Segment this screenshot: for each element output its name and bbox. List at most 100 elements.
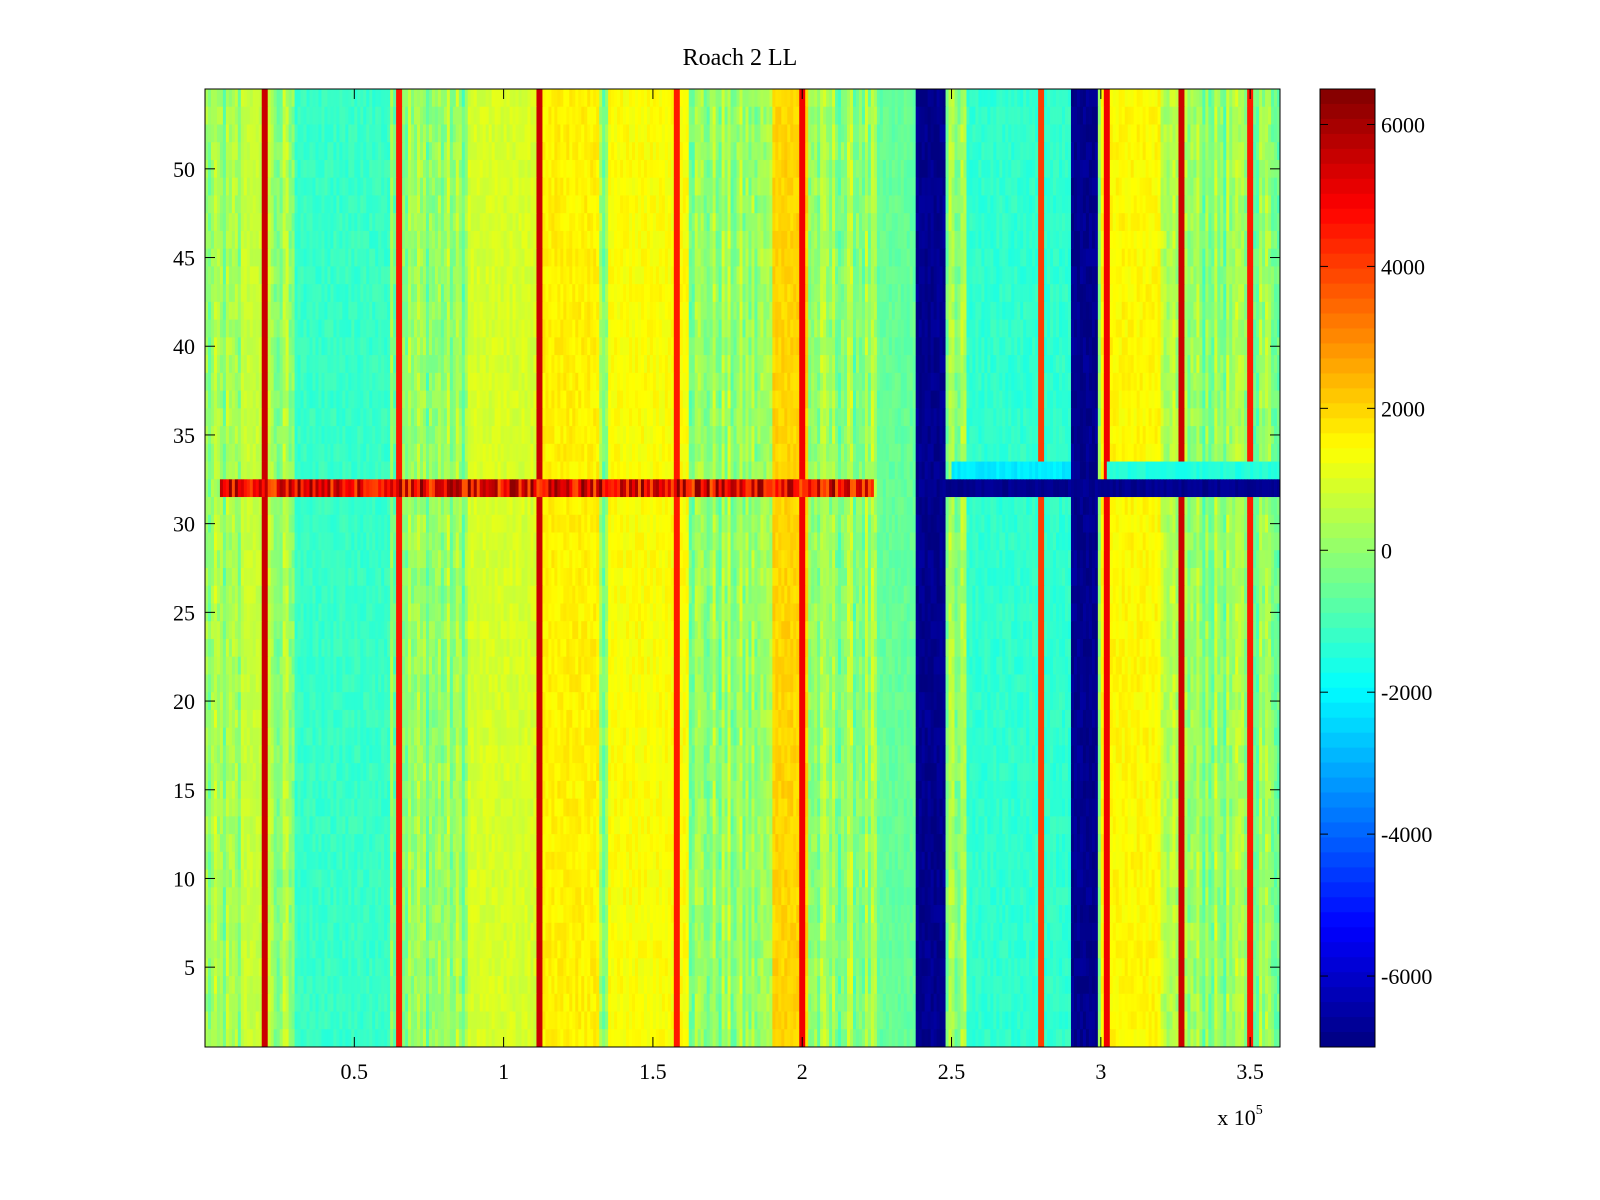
heatmap-cell — [1229, 89, 1233, 108]
heatmap-cell — [369, 159, 373, 179]
heatmap-cell — [623, 142, 627, 161]
heatmap-cell — [829, 301, 833, 321]
heatmap-cell — [288, 230, 292, 250]
heatmap-cell — [882, 159, 887, 179]
heatmap-cell — [524, 195, 528, 214]
heatmap-cell — [1091, 248, 1096, 267]
heatmap-cell — [414, 248, 418, 267]
heatmap-cell — [1229, 230, 1233, 250]
heatmap-cell — [569, 230, 573, 250]
heatmap-cell — [581, 177, 585, 196]
heatmap-cell — [243, 195, 248, 214]
heatmap-cell — [434, 89, 439, 108]
heatmap-cell — [357, 319, 361, 338]
heatmap-cell — [1157, 106, 1161, 125]
heatmap-cell — [509, 177, 513, 196]
heatmap-cell — [1154, 248, 1158, 267]
heatmap-cell — [1079, 213, 1084, 232]
heatmap-cell — [297, 124, 301, 143]
heatmap-cell — [554, 319, 558, 338]
heatmap-cell — [1062, 89, 1066, 108]
heatmap-cell — [1065, 177, 1069, 196]
heatmap-cell — [1106, 301, 1111, 321]
heatmap-cell — [461, 213, 466, 232]
heatmap-cell — [793, 89, 797, 108]
heatmap-cell — [906, 124, 911, 143]
heatmap-cell — [632, 319, 636, 338]
heatmap-cell — [796, 177, 800, 196]
heatmap-cell — [954, 213, 958, 232]
heatmap-cell — [288, 213, 292, 232]
heatmap-cell — [655, 159, 660, 179]
heatmap-row — [205, 124, 1281, 143]
heatmap-cell — [1172, 266, 1176, 285]
heatmap-cell — [590, 159, 594, 179]
heatmap-cell — [1244, 301, 1248, 321]
heatmap-cell — [879, 124, 884, 143]
heatmap-cell — [381, 195, 385, 214]
heatmap-cell — [434, 301, 439, 321]
heatmap-cell — [670, 319, 675, 338]
heatmap-cell — [617, 284, 621, 303]
heatmap-cell — [829, 213, 833, 232]
heatmap-cell — [446, 106, 451, 125]
heatmap-cell — [1094, 230, 1099, 250]
heatmap-cell — [1274, 124, 1278, 143]
heatmap-cell — [324, 124, 328, 143]
heatmap-cell — [775, 319, 779, 338]
heatmap-cell — [243, 319, 248, 338]
heatmap-cell — [243, 284, 248, 303]
heatmap-cell — [461, 195, 466, 214]
heatmap-cell — [870, 319, 875, 338]
heatmap-cell — [727, 301, 731, 321]
heatmap-cell — [1059, 142, 1063, 161]
heatmap-cell — [1008, 284, 1012, 303]
heatmap-cell — [975, 301, 979, 321]
heatmap-cell — [237, 159, 242, 179]
heatmap-cell — [285, 319, 290, 338]
heatmap-cell — [718, 89, 722, 108]
heatmap-cell — [864, 142, 869, 161]
heatmap-cell — [742, 159, 746, 179]
heatmap-cell — [405, 266, 409, 285]
heatmap-cell — [587, 159, 591, 179]
heatmap-cell — [1026, 159, 1030, 179]
heatmap-cell — [1136, 89, 1141, 108]
heatmap-cell — [676, 266, 681, 285]
heatmap-cell — [1070, 195, 1075, 214]
heatmap-cell — [500, 266, 505, 285]
heatmap-cell — [1271, 124, 1275, 143]
heatmap-cell — [742, 284, 746, 303]
heatmap-cell — [829, 195, 833, 214]
heatmap-cell — [315, 177, 319, 196]
heatmap-cell — [1163, 159, 1167, 179]
heatmap-cell — [891, 248, 896, 267]
heatmap-cell — [279, 177, 284, 196]
heatmap-cell — [288, 89, 292, 108]
heatmap-cell — [225, 301, 230, 321]
heatmap-cell — [772, 213, 776, 232]
heatmap-cell — [572, 301, 576, 321]
heatmap-cell — [873, 248, 878, 267]
heatmap-cell — [1079, 266, 1084, 285]
heatmap-cell — [682, 213, 687, 232]
heatmap-cell — [434, 230, 439, 250]
heatmap-cell — [918, 124, 923, 143]
heatmap-cell — [700, 319, 705, 338]
heatmap-cell — [915, 159, 920, 179]
heatmap-cell — [1154, 106, 1158, 125]
heatmap-cell — [276, 89, 281, 108]
heatmap-cell — [894, 89, 899, 108]
heatmap-cell — [643, 106, 648, 125]
heatmap-cell — [781, 195, 785, 214]
heatmap-cell — [237, 106, 242, 125]
heatmap-cell — [754, 177, 758, 196]
heatmap-cell — [252, 213, 257, 232]
heatmap-cell — [602, 89, 606, 108]
heatmap-cell — [381, 230, 385, 250]
heatmap-cell — [993, 248, 997, 267]
heatmap-cell — [906, 230, 911, 250]
heatmap-cell — [1133, 142, 1138, 161]
heatmap-cell — [291, 230, 295, 250]
heatmap-cell — [614, 301, 618, 321]
